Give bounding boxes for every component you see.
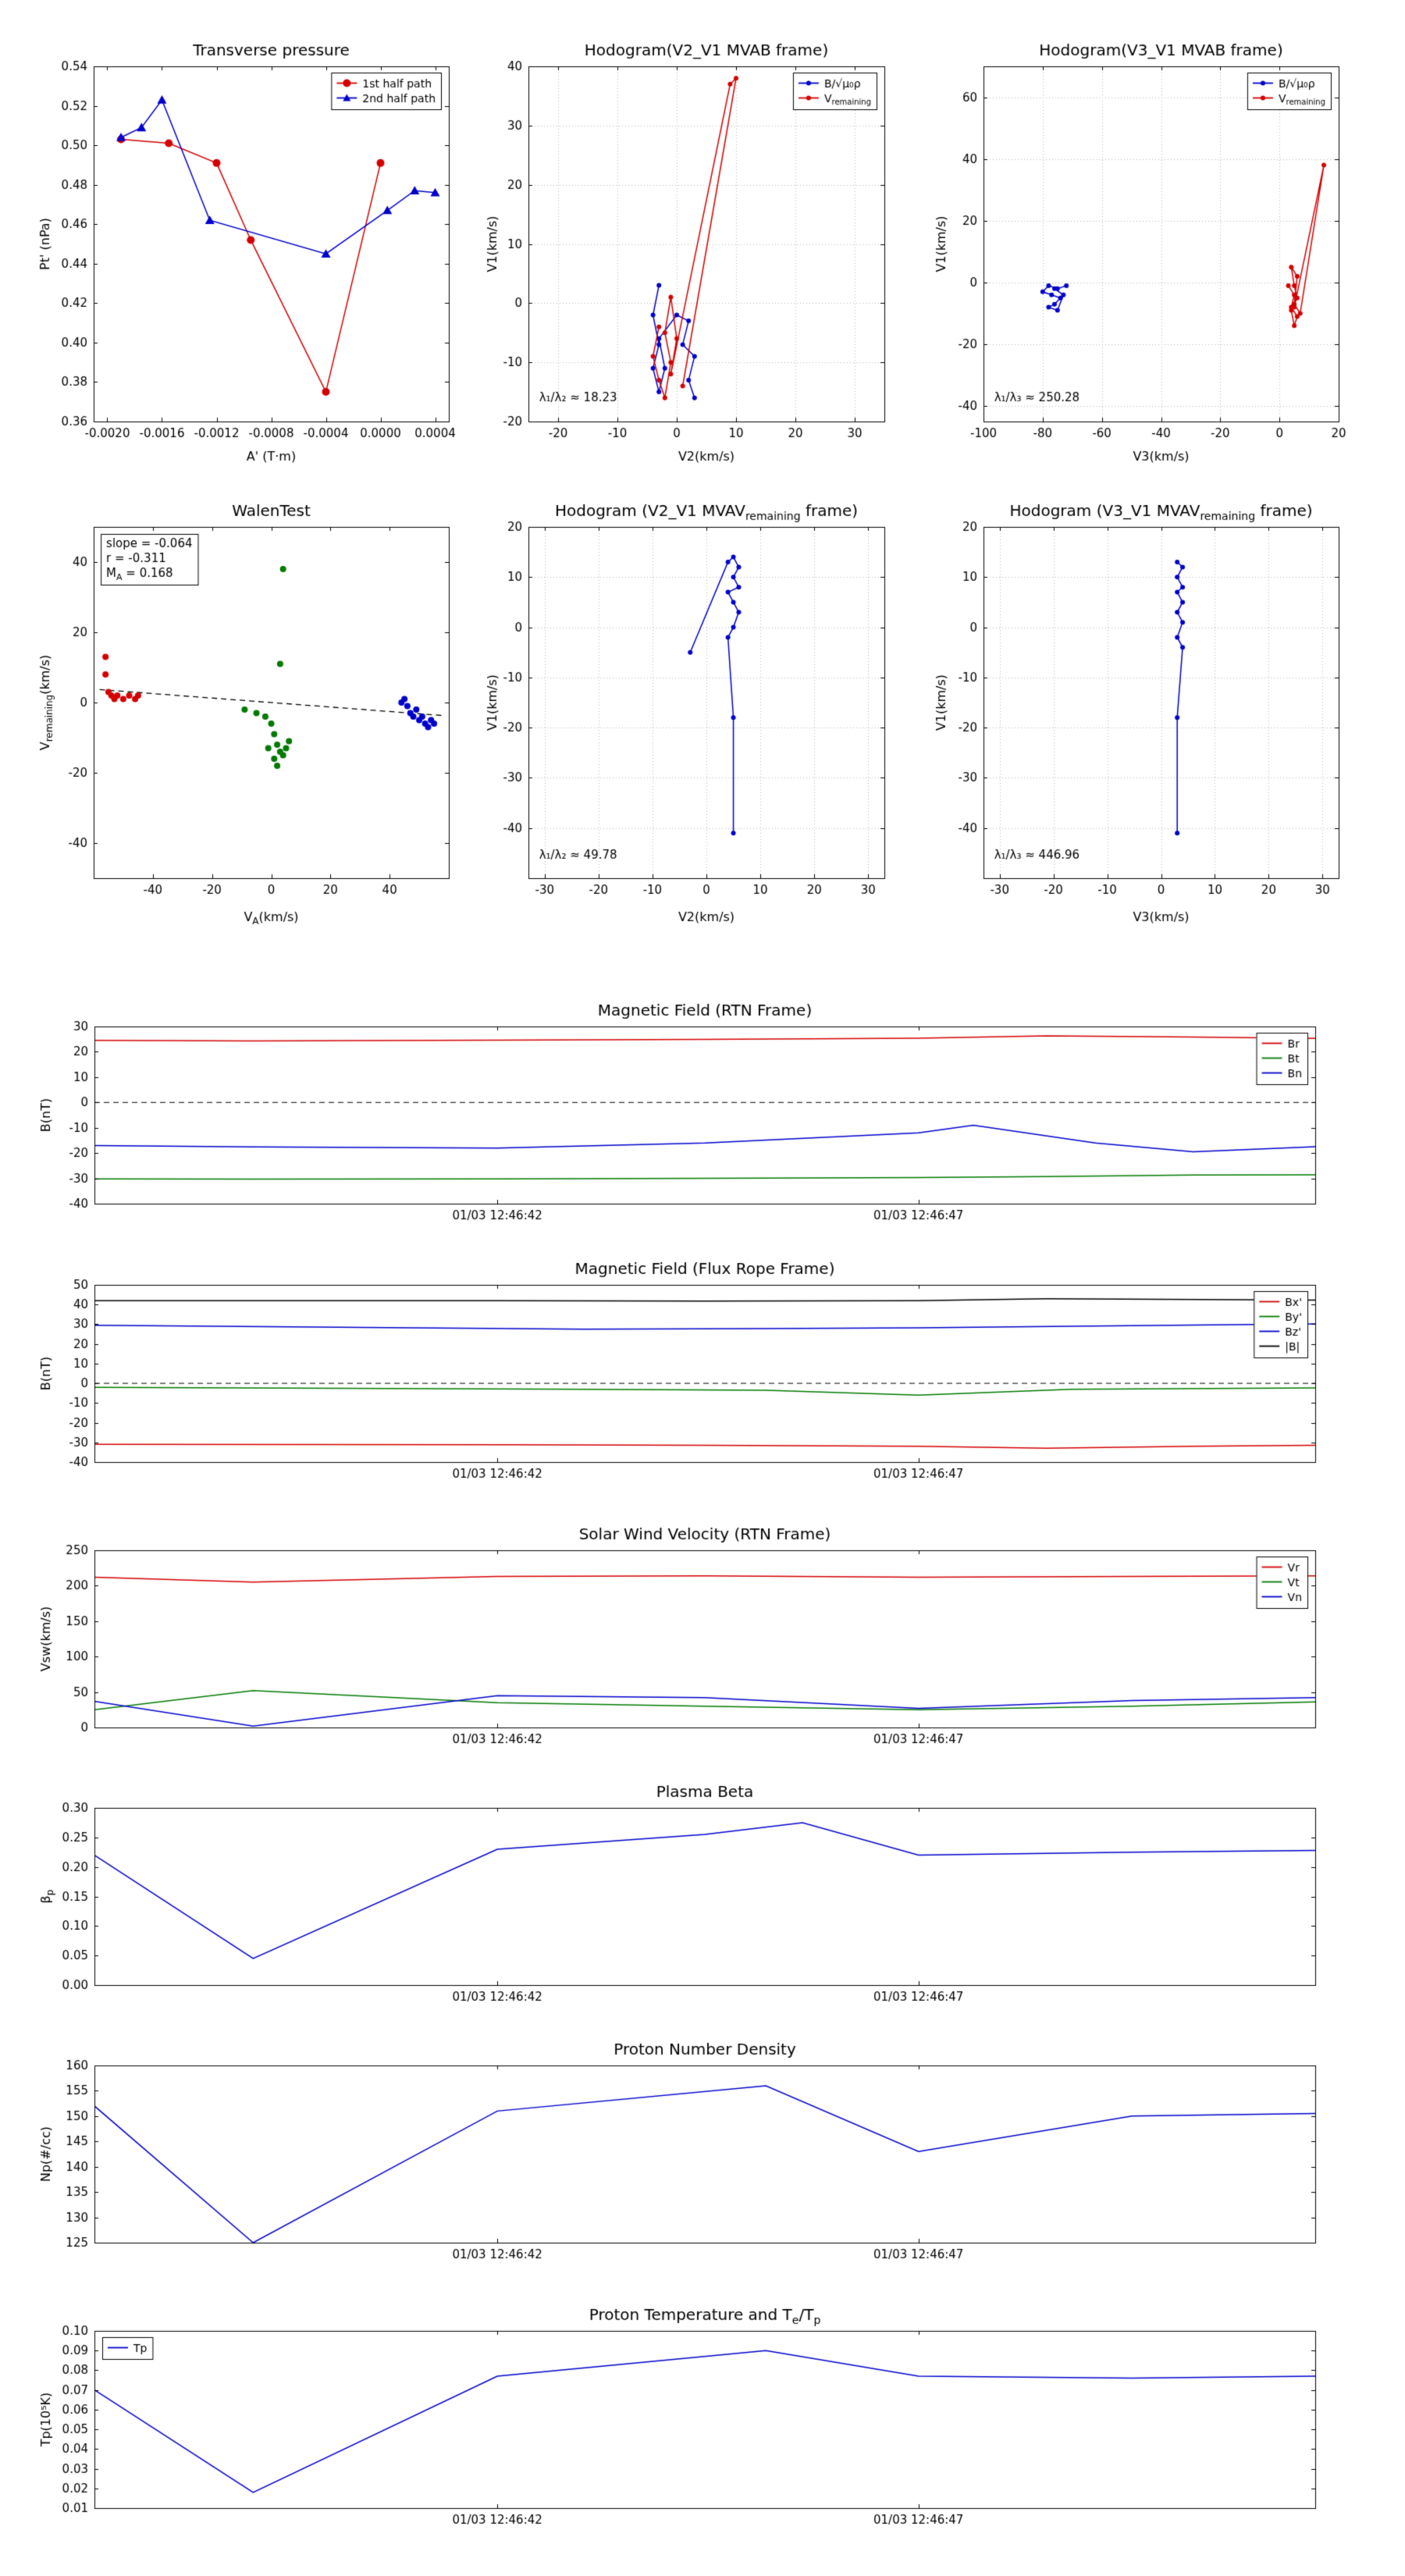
chart-solar-wind-velocity: [12, 1515, 1393, 1773]
chart-proton-number-density: [12, 2030, 1393, 2288]
panel-proton-number-density: [12, 2030, 1393, 2288]
chart-transverse-pressure: [16, 12, 468, 472]
chart-magnetic-field-rtn: [12, 991, 1393, 1249]
chart-walen-test: [16, 484, 468, 933]
chart-hodogram-v3v1-mvab: [929, 12, 1354, 472]
chart-magnetic-field-flux-rope: [12, 1250, 1393, 1507]
panel-walen-test: [16, 484, 468, 933]
chart-proton-temperature: [12, 2296, 1393, 2553]
chart-hodogram-v3v1-mvav: [929, 484, 1354, 933]
panel-hodogram-v2v1-mvab: [480, 12, 902, 472]
panel-magnetic-field-rtn: [12, 991, 1393, 1249]
panel-transverse-pressure: [16, 12, 468, 472]
chart-hodogram-v2v1-mvav: [480, 484, 902, 933]
panel-hodogram-v2v1-mvav: [480, 484, 902, 933]
panel-hodogram-v3v1-mvab: [929, 12, 1354, 472]
chart-plasma-beta: [12, 1773, 1393, 2030]
panel-hodogram-v3v1-mvav: [929, 484, 1354, 933]
panel-solar-wind-velocity: [12, 1515, 1393, 1773]
chart-hodogram-v2v1-mvab: [480, 12, 902, 472]
panel-magnetic-field-flux-rope: [12, 1250, 1393, 1507]
panel-proton-temperature: [12, 2296, 1393, 2553]
panel-plasma-beta: [12, 1773, 1393, 2030]
